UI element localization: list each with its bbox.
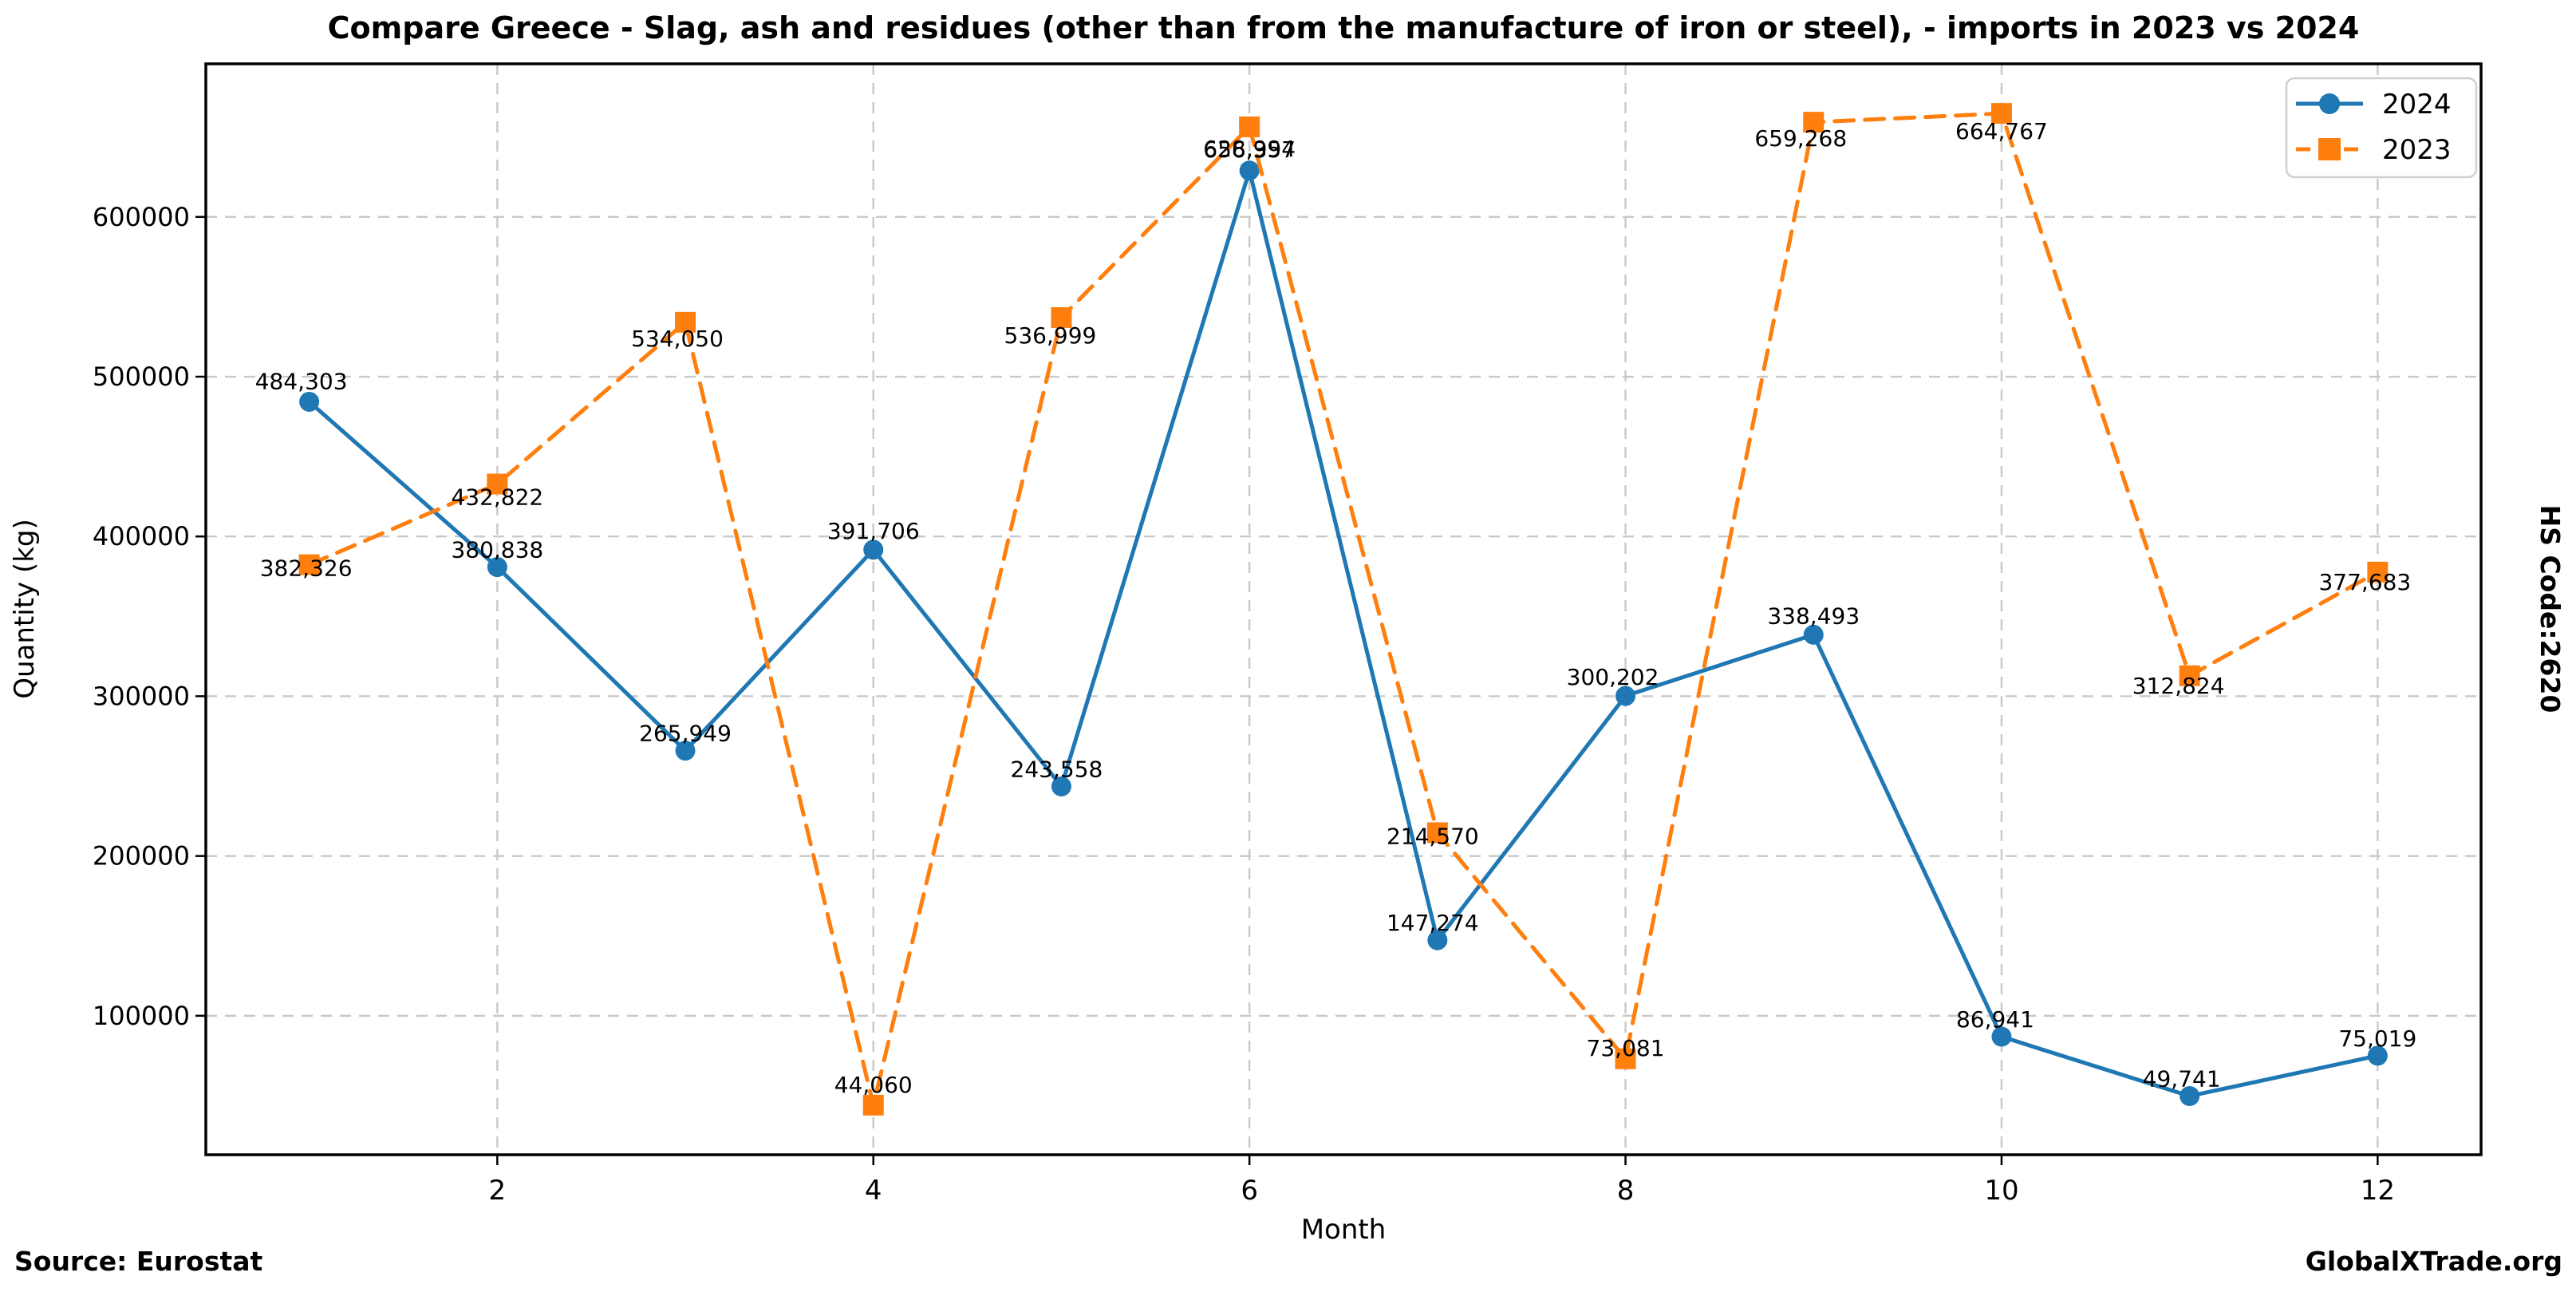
y-tick-label: 100000: [93, 1001, 190, 1031]
data-point-label-2024: 391,706: [827, 518, 920, 544]
data-point-label-2023: 312,824: [2132, 673, 2225, 699]
x-tick-label: 12: [2361, 1175, 2395, 1207]
data-point-label-2024: 243,558: [1011, 756, 1103, 782]
data-point-marker-2024: [487, 557, 507, 578]
data-point-marker-2024: [1427, 930, 1448, 950]
tick-labels: 100000 200000 300000 400000 500000 600000 2 4 6 8…: [93, 202, 2395, 1207]
axis-ticks: [195, 215, 2379, 1165]
x-tick-label: 8: [1617, 1175, 1635, 1207]
data-point-label-2023: 659,268: [1754, 125, 1847, 152]
data-point-label-2023: 73,081: [1587, 1035, 1665, 1061]
data-point-marker-2023: [1239, 116, 1260, 137]
legend-entry-2024: 2024: [2296, 89, 2452, 121]
data-point-labels: 484,303 380,838 265,949 391,706 243,558 628,9…: [255, 118, 2417, 1098]
plot-border: [204, 62, 2483, 1156]
legend-label-2023: 2023: [2382, 134, 2452, 166]
data-point-label-2024: 484,303: [255, 368, 348, 394]
data-point-marker-2023: [1615, 1048, 1636, 1069]
series-lines: [298, 103, 2389, 1116]
gridlines: [206, 64, 2481, 1155]
data-point-marker-2024: [1239, 160, 1260, 181]
y-tick-label: 200000: [93, 841, 190, 871]
hs-code-label: HS Code:2620: [2535, 505, 2566, 713]
data-point-marker-2024: [1991, 1026, 2012, 1047]
y-tick-label: 500000: [93, 362, 190, 392]
data-point-label-2023: 536,999: [1004, 322, 1097, 349]
data-point-label-2024: 265,949: [639, 721, 732, 747]
data-point-marker-2024: [1615, 686, 1636, 706]
legend-entry-2023: 2023: [2296, 134, 2452, 166]
data-point-label-2024: 300,202: [1567, 664, 1659, 690]
data-point-label-2024: 628,994: [1203, 136, 1296, 162]
data-point-label-2024: 147,274: [1387, 910, 1479, 936]
legend-circle-marker-icon: [2319, 93, 2340, 114]
y-tick-label: 400000: [93, 521, 190, 551]
chart-title: Compare Greece - Slag, ash and residues …: [328, 10, 2360, 45]
data-point-marker-2024: [863, 539, 884, 560]
data-point-marker-2023: [2367, 561, 2389, 583]
legend-label-2024: 2024: [2382, 89, 2452, 121]
data-point-marker-2023: [1803, 112, 1825, 133]
data-point-label-2024: 338,493: [1767, 603, 1860, 629]
data-point-label-2024: 380,838: [451, 537, 543, 563]
data-point-label-2024: 86,941: [1956, 1006, 2034, 1033]
data-point-marker-2023: [2179, 665, 2200, 686]
data-point-label-2024: 75,019: [2338, 1025, 2416, 1052]
data-point-label-2023: 377,683: [2318, 569, 2411, 595]
data-point-marker-2023: [1426, 822, 1448, 844]
x-tick-label: 10: [1984, 1175, 2018, 1207]
data-point-label-2023: 44,060: [834, 1072, 913, 1098]
data-point-marker-2024: [2180, 1085, 2200, 1106]
data-point-marker-2024: [1803, 624, 1824, 645]
data-point-marker-2024: [2367, 1045, 2388, 1066]
series-line-2024: [307, 168, 2380, 1098]
data-point-marker-2023: [862, 1094, 884, 1116]
legend-square-marker-icon: [2318, 138, 2341, 160]
data-point-label-2023: 656,357: [1203, 136, 1296, 163]
data-point-marker-2023: [1051, 306, 1072, 328]
x-tick-label: 2: [489, 1175, 507, 1207]
y-axis-label: Quantity (kg): [9, 519, 41, 699]
y-tick-label: 600000: [93, 202, 190, 232]
data-point-label-2023: 382,326: [260, 555, 353, 582]
data-point-marker-2023: [298, 554, 320, 575]
source-attribution: Source: Eurostat: [14, 1246, 263, 1277]
data-point-marker-2024: [299, 391, 320, 412]
data-point-label-2023: 214,570: [1387, 823, 1479, 849]
data-point-marker-2023: [1990, 103, 2012, 124]
data-point-label-2024: 49,741: [2143, 1065, 2221, 1092]
series-line-2023: [307, 111, 2380, 1108]
y-tick-label: 300000: [93, 681, 190, 711]
data-point-label-2023: 432,822: [451, 484, 543, 511]
brand-watermark: GlobalXTrade.org: [2306, 1246, 2562, 1277]
data-point-label-2023: 664,767: [1955, 118, 2048, 144]
x-axis-label: Month: [1301, 1214, 1387, 1246]
x-tick-label: 6: [1241, 1175, 1258, 1207]
data-point-label-2023: 534,050: [631, 326, 724, 352]
x-tick-label: 4: [865, 1175, 882, 1207]
data-point-marker-2023: [487, 473, 508, 495]
legend: 2024 2023: [2285, 77, 2478, 179]
data-point-marker-2023: [675, 311, 696, 333]
data-point-marker-2024: [1051, 776, 1071, 796]
data-point-marker-2024: [675, 741, 696, 761]
